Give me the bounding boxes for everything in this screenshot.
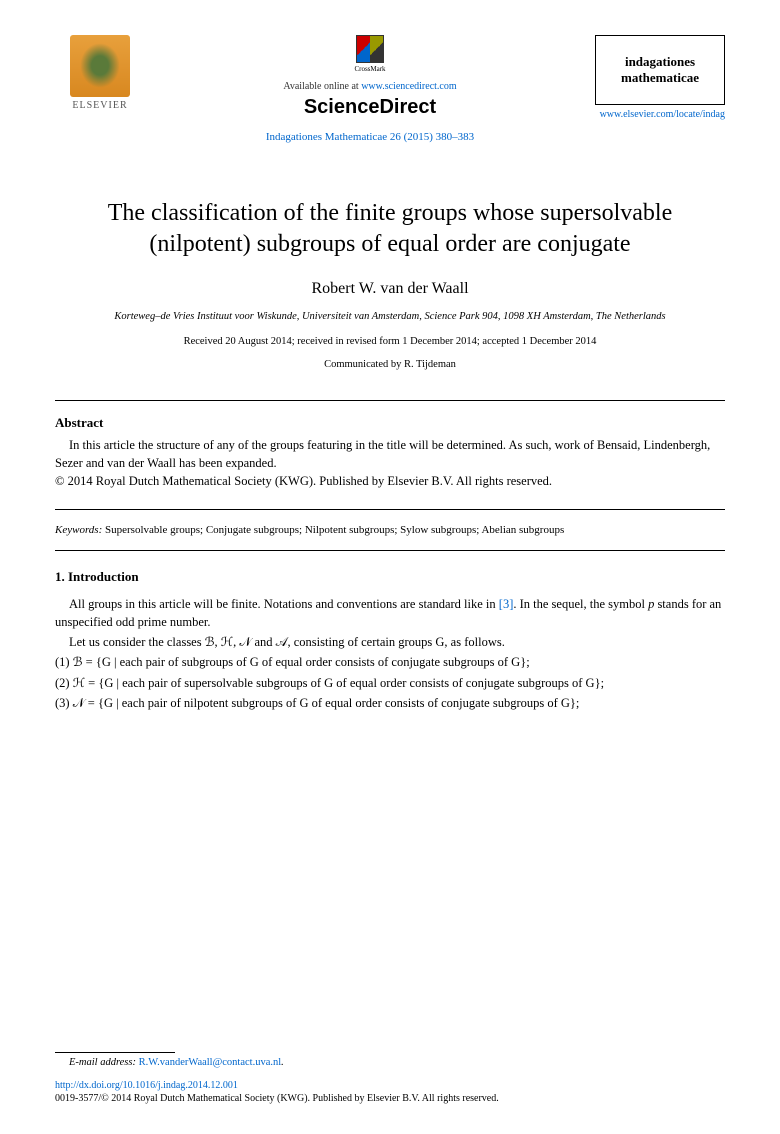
intro-para-1: All groups in this article will be finit… (55, 595, 725, 631)
header-row: ELSEVIER CrossMark Available online at w… (55, 35, 725, 143)
section-1-heading: 1. Introduction (55, 569, 725, 585)
header-center: CrossMark Available online at www.scienc… (145, 35, 595, 143)
footnote-rule (55, 1052, 175, 1053)
journal-box-wrapper: indagationes mathematicae www.elsevier.c… (595, 35, 725, 120)
page-footer: E-mail address: R.W.vanderWaall@contact.… (55, 1052, 725, 1104)
sciencedirect-url[interactable]: www.sciencedirect.com (361, 81, 456, 92)
available-online-text: Available online at www.sciencedirect.co… (283, 81, 456, 92)
article-dates: Received 20 August 2014; received in rev… (55, 336, 725, 347)
abstract-body: In this article the structure of any of … (55, 437, 725, 472)
email-footnote: E-mail address: R.W.vanderWaall@contact.… (55, 1057, 725, 1068)
issn-copyright: 0019-3577/© 2014 Royal Dutch Mathematica… (55, 1093, 725, 1104)
abstract-copyright: © 2014 Royal Dutch Mathematical Society … (55, 474, 725, 489)
elsevier-tree-icon (70, 35, 130, 97)
list-item-3: (3) 𝒩 = {G | each pair of nilpotent subg… (55, 694, 725, 712)
email-link[interactable]: R.W.vanderWaall@contact.uva.nl (139, 1057, 282, 1068)
elsevier-logo-block: ELSEVIER (55, 35, 145, 111)
keywords-line: Keywords: Supersolvable groups; Conjugat… (55, 524, 725, 536)
crossmark-block[interactable]: CrossMark (354, 35, 385, 73)
abstract-heading: Abstract (55, 415, 725, 431)
keywords-label: Keywords: (55, 524, 105, 536)
rule-after-abstract (55, 509, 725, 510)
author-name: Robert W. van der Waall (55, 280, 725, 298)
intro-p1-a: All groups in this article will be finit… (69, 597, 499, 611)
article-title: The classification of the finite groups … (75, 198, 705, 260)
locate-link[interactable]: www.elsevier.com/locate/indag (595, 109, 725, 120)
journal-box: indagationes mathematicae (595, 35, 725, 105)
crossmark-label: CrossMark (354, 65, 385, 73)
sciencedirect-logo: ScienceDirect (304, 96, 436, 119)
journal-box-line2: mathematicae (604, 70, 716, 86)
list-item-1: (1) ℬ = {G | each pair of subgroups of G… (55, 653, 725, 671)
intro-para-2: Let us consider the classes ℬ, ℋ, 𝒩 and … (55, 633, 725, 651)
list-item-2: (2) ℋ = {G | each pair of supersolvable … (55, 674, 725, 692)
intro-p1-b: . In the sequel, the symbol (513, 597, 648, 611)
crossmark-icon (356, 35, 384, 63)
available-prefix: Available online at (283, 81, 361, 92)
email-label: E-mail address: (69, 1057, 139, 1068)
doi-link[interactable]: http://dx.doi.org/10.1016/j.indag.2014.1… (55, 1080, 725, 1091)
rule-after-keywords (55, 550, 725, 551)
rule-top (55, 400, 725, 401)
affiliation: Korteweg–de Vries Instituut voor Wiskund… (95, 310, 685, 324)
communicated-by: Communicated by R. Tijdeman (55, 359, 725, 370)
journal-reference[interactable]: Indagationes Mathematicae 26 (2015) 380–… (266, 131, 474, 143)
journal-box-line1: indagationes (604, 54, 716, 70)
elsevier-label: ELSEVIER (72, 100, 127, 111)
keywords-text: Supersolvable groups; Conjugate subgroup… (105, 524, 564, 536)
email-suffix: . (281, 1057, 284, 1068)
citation-3[interactable]: [3] (499, 597, 514, 611)
